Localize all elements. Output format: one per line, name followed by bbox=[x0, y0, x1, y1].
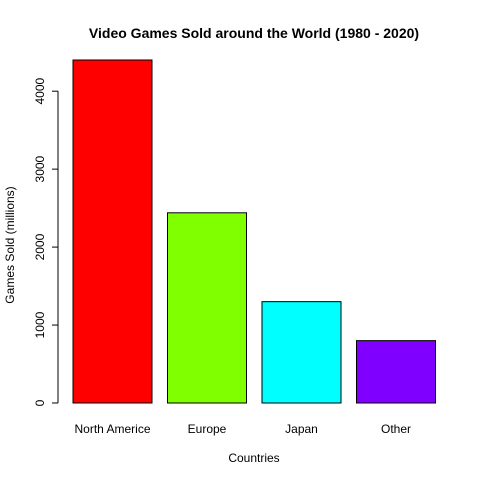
y-axis: 0 1000 2000 3000 4000 bbox=[33, 78, 59, 406]
bar-other bbox=[356, 340, 436, 404]
bar-japan bbox=[261, 301, 342, 404]
y-tick-label: 1000 bbox=[33, 311, 47, 338]
x-tick-label: Europe bbox=[188, 422, 227, 436]
chart-title: Video Games Sold around the World (1980 … bbox=[89, 25, 419, 41]
x-tick-label: Other bbox=[381, 422, 411, 436]
y-tick-label: 3000 bbox=[33, 155, 47, 182]
y-tick-label: 4000 bbox=[33, 78, 47, 105]
y-tick-label: 2000 bbox=[33, 233, 47, 260]
bars-group bbox=[72, 59, 436, 404]
y-tick-label: 0 bbox=[33, 399, 47, 406]
x-tick-label: North Americe bbox=[74, 422, 150, 436]
y-axis-label: Games Sold (millions) bbox=[3, 186, 17, 303]
bar-north-americe bbox=[72, 59, 153, 404]
bar-europe bbox=[167, 212, 247, 404]
x-tick-label: Japan bbox=[285, 422, 318, 436]
x-tick-labels: North Americe Europe Japan Other bbox=[74, 422, 411, 436]
x-axis-label: Countries bbox=[228, 451, 279, 465]
